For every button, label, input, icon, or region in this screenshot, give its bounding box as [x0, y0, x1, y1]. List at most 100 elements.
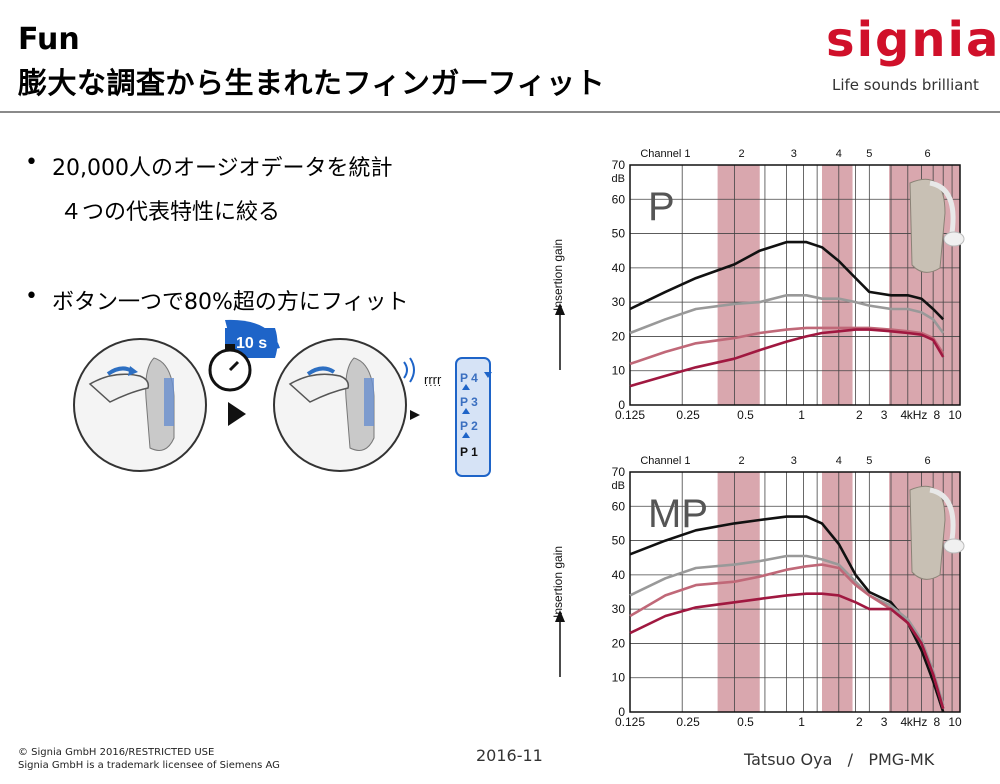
channel-label: 5	[866, 455, 872, 467]
y-tick-label: 20	[612, 636, 626, 650]
copyright-line-1: © Signia GmbH 2016/RESTRICTED USE	[18, 747, 215, 758]
bullet-dot: •	[25, 150, 38, 175]
x-tick-label: 2	[856, 715, 863, 729]
hearing-aid-before	[73, 338, 207, 472]
program-label: MP	[648, 492, 708, 536]
x-tick-label: 10	[948, 715, 962, 729]
finger-fit-illustration: 10 s P 4 P 3 P 2 P 1 ṛṛṛṛ	[73, 319, 492, 477]
ear-tube-icon	[929, 180, 956, 234]
stopwatch-icon	[208, 319, 280, 392]
channel-label: 3	[791, 148, 797, 160]
y-tick-label: 40	[612, 568, 626, 582]
channel-label: 2	[739, 148, 745, 160]
channel-label: 4	[836, 148, 842, 160]
x-tick-label: kHz	[907, 408, 928, 422]
hearing-aid-device-icon	[909, 485, 946, 580]
hearing-aid-device-icon	[909, 178, 946, 273]
y-unit-label: dB	[612, 480, 625, 492]
program-p2: P 2	[460, 419, 478, 433]
y-tick-label: 0	[618, 398, 625, 412]
y-tick-label: 70	[612, 158, 626, 172]
bullet-2-text: ボタン一つで80%超の方にフィット	[52, 290, 409, 315]
y-unit-label: dB	[612, 173, 625, 185]
plot-frame	[629, 164, 961, 406]
x-tick-label: kHz	[907, 715, 928, 729]
bullet-1: • 20,000人のオージオデータを統計	[25, 150, 393, 182]
play-arrow-icon	[228, 402, 246, 426]
y-tick-label: 60	[612, 499, 626, 513]
copyright-line-2: Signia GmbH is a trademark licensee of S…	[18, 760, 280, 771]
x-tick-label: 1	[798, 715, 805, 729]
gain-curve	[629, 592, 945, 709]
bullet-dot: •	[25, 284, 38, 309]
y-axis-label: Insertion gain	[551, 546, 565, 618]
pointer-arrow-icon	[410, 410, 420, 420]
program-p1: P 1	[460, 445, 478, 459]
y-axis-label: Insertion gain	[551, 239, 565, 311]
y-tick-label: 30	[612, 295, 626, 309]
gain-curve	[629, 240, 945, 321]
x-tick-label: 3	[881, 715, 888, 729]
channel-label: 5	[866, 148, 872, 160]
plot-frame	[629, 471, 961, 713]
x-tick-label: 0.25	[676, 715, 700, 729]
gain-curve	[629, 328, 945, 388]
y-tick-label: 10	[612, 671, 626, 685]
y-tick-label: 20	[612, 329, 626, 343]
footer-date: 2016-11	[476, 746, 543, 765]
y-tick-label: 40	[612, 261, 626, 275]
channel-label: Channel 1	[640, 148, 690, 160]
gain-curve	[629, 554, 945, 706]
signia-logo: signia	[826, 12, 1000, 68]
y-tick-label: 70	[612, 465, 626, 479]
logo-tagline: Life sounds brilliant	[832, 76, 979, 94]
x-tick-label: 0.5	[737, 715, 754, 729]
y-tick-label: 50	[612, 534, 626, 548]
x-tick-label: 2	[856, 408, 863, 422]
y-tick-label: 30	[612, 602, 626, 616]
bullet-1-sub: ４つの代表特性に絞る	[60, 200, 281, 225]
channel-label: 6	[924, 148, 930, 160]
channel-band	[821, 165, 853, 405]
bullet-1-text: 20,000人のオージオデータを統計	[52, 156, 393, 181]
program-p4: P 4	[460, 371, 478, 385]
x-tick-label: 0.25	[676, 408, 700, 422]
x-tick-label: 10	[948, 408, 962, 422]
bullet-2: • ボタン一つで80%超の方にフィット	[25, 284, 409, 316]
y-tick-label: 0	[618, 705, 625, 719]
channel-label: 6	[924, 455, 930, 467]
program-p3: P 3	[460, 395, 478, 409]
x-tick-label: 4	[901, 715, 908, 729]
x-tick-label: 8	[934, 408, 941, 422]
header-divider	[0, 111, 1000, 113]
sound-waves-icon	[403, 357, 415, 383]
title-line-2: 膨大な調査から生まれたフィンガーフィット	[18, 66, 606, 100]
gain-curve	[629, 515, 945, 713]
gain-curve	[629, 294, 945, 335]
svg-text:ṛṛṛṛ: ṛṛṛṛ	[424, 372, 442, 387]
x-tick-label: 8	[934, 715, 941, 729]
channel-band	[717, 472, 760, 712]
y-axis-arrow-head	[555, 303, 565, 315]
x-tick-label: 1	[798, 408, 805, 422]
channel-band	[717, 165, 760, 405]
x-tick-label: 3	[881, 408, 888, 422]
program-label: P	[648, 185, 675, 229]
channel-label: Channel 1	[640, 455, 690, 467]
hearing-aid-after	[273, 338, 407, 472]
x-tick-label: 0.125	[615, 408, 645, 422]
footer-author: Tatsuo Oya / PMG-MK	[744, 750, 935, 769]
channel-label: 4	[836, 455, 842, 467]
timer-label: 10 s	[236, 335, 267, 352]
ear-tube-icon	[929, 487, 956, 541]
channel-label: 2	[739, 455, 745, 467]
program-arrows-icon	[462, 372, 492, 438]
ear-dome-icon	[943, 231, 965, 247]
footer-copyright: © Signia GmbH 2016/RESTRICTED USE Signia…	[18, 746, 280, 772]
x-tick-label: 0.125	[615, 715, 645, 729]
title-line-1: Fun	[18, 22, 80, 57]
y-tick-label: 10	[612, 364, 626, 378]
x-tick-label: 4	[901, 408, 908, 422]
ear-dome-icon	[943, 538, 965, 554]
